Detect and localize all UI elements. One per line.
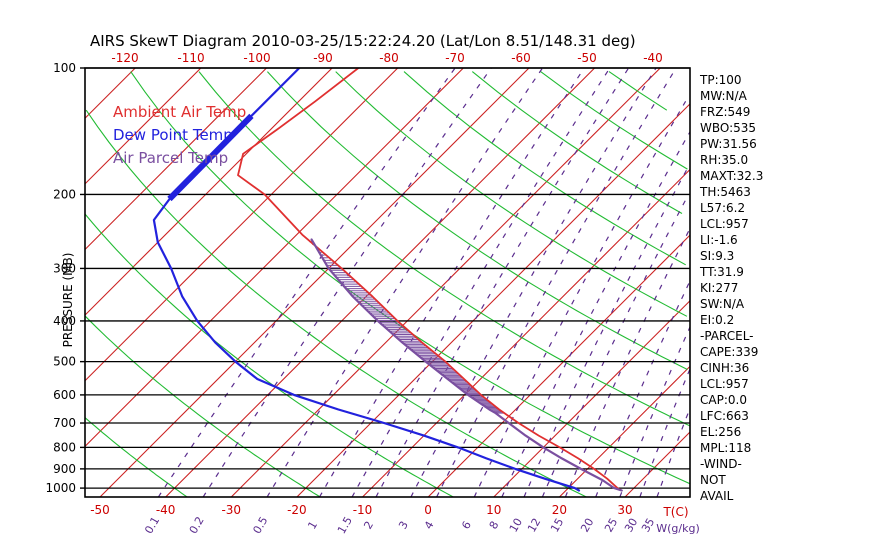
stat-line: MPL:118: [700, 441, 751, 455]
stat-line: LCL:957: [700, 377, 749, 391]
stat-line: CINH:36: [700, 361, 749, 375]
pressure-tick-label: 600: [53, 388, 76, 402]
top-temp-tick-label: -100: [243, 51, 270, 65]
mixing-ratio-tick-label: 10: [507, 516, 525, 535]
stat-line: SI:9.3: [700, 249, 734, 263]
mixing-ratio-tick-label: 12: [525, 516, 543, 535]
legend-item-0: Ambient Air Temp: [113, 103, 246, 121]
bottom-temp-tick-label: -40: [156, 503, 176, 517]
bottom-temp-tick-label: 20: [552, 503, 567, 517]
mixing-ratio-tick-label: 3: [396, 519, 411, 532]
page-title: AIRS SkewT Diagram 2010-03-25/15:22:24.2…: [90, 32, 636, 50]
stat-line: EL:256: [700, 425, 741, 439]
pressure-tick-label: 500: [53, 355, 76, 369]
isotherm-lines: [85, 68, 690, 497]
top-temp-tick-label: -120: [111, 51, 138, 65]
stat-line: TH:5463: [699, 185, 751, 199]
stat-line: MAXT:32.3: [700, 169, 763, 183]
dry-adiabat-lines: [85, 71, 690, 497]
mixing-ratio-tick-label: 30: [622, 516, 640, 535]
top-temp-tick-labels: -120 -110 -100 -90 -80 -70 -60 -50 -40: [111, 51, 662, 65]
stat-line: MW:N/A: [700, 89, 748, 103]
stat-line: WBO:535: [700, 121, 756, 135]
pressure-tick-label: 1000: [45, 481, 76, 495]
stats-panel: TP:100 MW:N/A FRZ:549 WBO:535 PW:31.56 RH:35.…: [699, 73, 763, 503]
bottom-temp-tick-label: -50: [90, 503, 110, 517]
legend-item-2: Air Parcel Temp: [113, 149, 228, 167]
stat-line: LI:-1.6: [700, 233, 738, 247]
pressure-tick-labels: 100 200 300 400 500 600 700 800 900 1000: [45, 61, 76, 495]
mixing-ratio-tick-label: 4: [422, 519, 437, 532]
mixing-ratio-tick-label: 6: [459, 519, 474, 532]
mixing-ratio-tick-label: 8: [487, 519, 502, 532]
legend: Ambient Air Temp Dew Point Temp Air Parcel…: [113, 103, 246, 167]
mixing-ratio-tick-label: 35: [639, 516, 657, 535]
mixing-ratio-tick-label: 0.1: [142, 514, 162, 536]
stat-line: TP:100: [699, 73, 742, 87]
stat-line: TT:31.9: [699, 265, 744, 279]
sounding-curves: [152, 68, 623, 492]
bottom-temp-tick-label: -20: [287, 503, 307, 517]
mixing-ratio-tick-label: 1: [305, 519, 320, 532]
mixing-ratio-tick-label: 2: [361, 519, 376, 532]
stat-line: AVAIL: [700, 489, 734, 503]
stat-line: CAPE:339: [700, 345, 758, 359]
x-axis-mixing-label: W(g/kg): [656, 522, 700, 535]
top-temp-tick-label: -40: [643, 51, 663, 65]
top-temp-tick-label: -80: [379, 51, 399, 65]
mixing-ratio-tick-label: 1.5: [335, 514, 355, 536]
mixing-ratio-tick-label: 0.2: [187, 514, 207, 536]
stat-line: L57:6.2: [700, 201, 745, 215]
bottom-temp-tick-label: -10: [353, 503, 373, 517]
top-temp-tick-label: -90: [313, 51, 333, 65]
top-temp-tick-label: -70: [445, 51, 465, 65]
bottom-temp-tick-label: 0: [424, 503, 432, 517]
mixing-ratio-tick-label: 0.5: [250, 514, 270, 536]
top-temp-tick-label: -110: [177, 51, 204, 65]
stat-line: LCL:957: [700, 217, 749, 231]
pressure-tick-label: 400: [53, 314, 76, 328]
pressure-tick-label: 100: [53, 61, 76, 75]
stat-line: PW:31.56: [700, 137, 757, 151]
stat-line: -PARCEL-: [700, 329, 754, 343]
stat-line: KI:277: [700, 281, 738, 295]
stat-line: CAP:0.0: [700, 393, 747, 407]
stat-line: RH:35.0: [700, 153, 748, 167]
stat-line: LFC:663: [700, 409, 749, 423]
legend-item-1: Dew Point Temp: [113, 126, 233, 144]
stat-line: FRZ:549: [700, 105, 750, 119]
y-axis-label: PRESSURE (MB): [61, 253, 75, 348]
stat-line: NOT: [700, 473, 726, 487]
pressure-tick-label: 200: [53, 187, 76, 201]
pressure-tick-label: 800: [53, 440, 76, 454]
mixing-ratio-tick-label: 20: [578, 516, 596, 535]
bottom-temp-tick-label: 30: [617, 503, 632, 517]
mixing-ratio-tick-label: 25: [602, 516, 620, 535]
plot-frame: [80, 67, 691, 498]
top-temp-tick-label: -60: [511, 51, 531, 65]
bottom-temp-tick-label: -30: [221, 503, 241, 517]
stat-line: SW:N/A: [700, 297, 745, 311]
pressure-tick-label: 700: [53, 416, 76, 430]
pressure-tick-label: 900: [53, 462, 76, 476]
bottom-temp-tick-labels: -50 -40 -30 -20 -10 0 10 20 30: [90, 503, 632, 517]
pressure-tick-label: 300: [53, 261, 76, 275]
mixing-ratio-tick-label: 15: [548, 516, 566, 535]
x-axis-temp-label: T(C): [662, 505, 688, 519]
stat-line: -WIND-: [700, 457, 742, 471]
bottom-temp-tick-label: 10: [486, 503, 501, 517]
top-temp-tick-label: -50: [577, 51, 597, 65]
stat-line: EI:0.2: [700, 313, 734, 327]
